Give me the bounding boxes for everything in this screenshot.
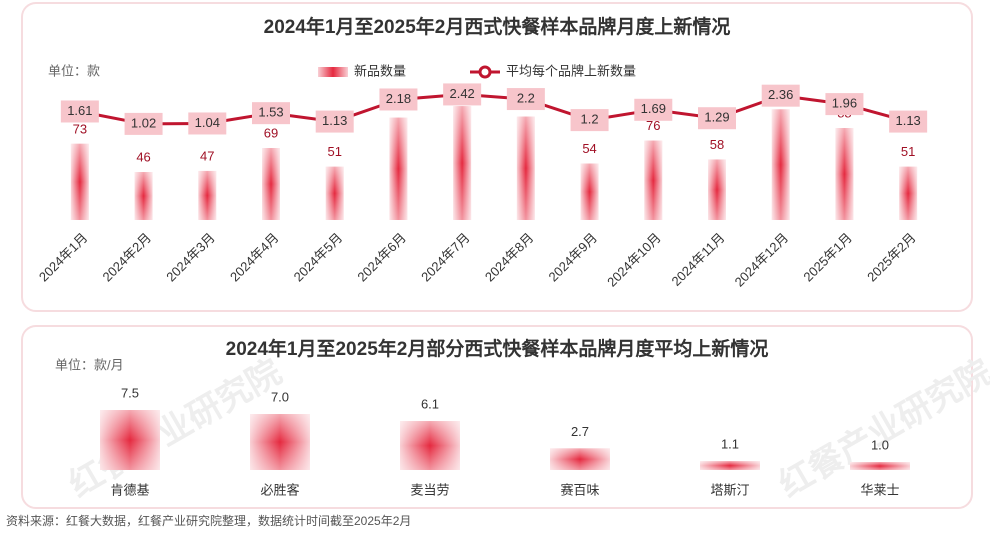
bar-shade bbox=[850, 462, 910, 470]
value-label: 1.53 bbox=[258, 105, 283, 120]
value-label: 2.42 bbox=[449, 86, 474, 101]
bar-shade bbox=[389, 117, 408, 220]
bar-shade bbox=[835, 128, 854, 220]
value-label: 51 bbox=[327, 144, 341, 159]
value-label-box bbox=[124, 112, 163, 135]
unit-label: 单位：款 bbox=[48, 63, 100, 78]
source-note: 资料来源：红餐大数据，红餐产业研究院整理，数据统计时间截至2025年2月 bbox=[6, 513, 411, 528]
value-label: 54 bbox=[582, 141, 596, 156]
value-label: 1.2 bbox=[581, 112, 599, 127]
x-tick-label: 麦当劳 bbox=[410, 482, 449, 497]
bar-shade bbox=[550, 448, 610, 470]
bar-shade bbox=[70, 143, 89, 220]
x-tick-label: 肯德基 bbox=[110, 482, 149, 497]
value-label: 51 bbox=[901, 144, 915, 159]
chart-title: 2024年1月至2025年2月部分西式快餐样本品牌月度平均上新情况 bbox=[226, 337, 769, 360]
x-tick-label: 赛百味 bbox=[560, 482, 599, 497]
value-label: 2.7 bbox=[571, 424, 589, 439]
value-label-box bbox=[506, 88, 545, 111]
value-label: 1.13 bbox=[322, 113, 347, 128]
value-label: 2.18 bbox=[386, 91, 411, 106]
value-label: 69 bbox=[264, 125, 278, 140]
value-label: 1.96 bbox=[832, 96, 857, 111]
value-label: 1.1 bbox=[721, 437, 739, 452]
legend-label: 新品数量 bbox=[354, 63, 406, 78]
value-label-box bbox=[188, 112, 227, 135]
bar-shade bbox=[580, 163, 599, 220]
bar-shade bbox=[134, 172, 153, 220]
x-tick-label: 必胜客 bbox=[260, 482, 299, 497]
bar-shade bbox=[644, 140, 663, 220]
value-label: 1.0 bbox=[871, 437, 889, 452]
value-label-box bbox=[761, 84, 800, 107]
value-label: 1.13 bbox=[895, 113, 920, 128]
value-label: 47 bbox=[200, 148, 214, 163]
value-label: 46 bbox=[136, 149, 150, 164]
value-label: 1.29 bbox=[704, 110, 729, 125]
value-label: 2.2 bbox=[517, 90, 535, 105]
bar-shade bbox=[453, 106, 472, 220]
value-label: 58 bbox=[710, 137, 724, 152]
legend-swatch bbox=[318, 67, 348, 77]
bar-shade bbox=[516, 116, 535, 220]
value-label-box bbox=[889, 110, 928, 133]
value-label: 1.04 bbox=[195, 115, 220, 130]
value-label: 7.0 bbox=[271, 389, 289, 404]
bar-shade bbox=[262, 148, 280, 220]
value-label: 7.5 bbox=[121, 385, 139, 400]
value-label-box bbox=[443, 83, 482, 106]
bar-shade bbox=[250, 414, 310, 470]
legend-swatch bbox=[478, 65, 492, 79]
x-tick-label: 塔斯汀 bbox=[710, 482, 749, 497]
unit-label: 单位：款/月 bbox=[55, 357, 124, 372]
bar-shade bbox=[100, 410, 160, 470]
value-label-box bbox=[698, 107, 736, 130]
value-label-box bbox=[570, 109, 609, 132]
chart-title: 2024年1月至2025年2月西式快餐样本品牌月度上新情况 bbox=[264, 15, 731, 38]
bar-shade bbox=[325, 166, 344, 220]
legend-label: 平均每个品牌上新数量 bbox=[506, 63, 636, 78]
value-label: 76 bbox=[646, 118, 660, 133]
value-label-box bbox=[315, 110, 354, 133]
value-label: 1.02 bbox=[131, 115, 156, 130]
value-label: 6.1 bbox=[421, 397, 439, 412]
bar-shade bbox=[700, 461, 760, 470]
value-label-box bbox=[60, 100, 99, 123]
value-label-box bbox=[379, 88, 418, 111]
bar-shade bbox=[708, 159, 726, 220]
value-label-box bbox=[634, 98, 673, 121]
card bbox=[21, 2, 973, 312]
value-label-box bbox=[825, 93, 864, 116]
value-label: 73 bbox=[73, 121, 87, 136]
bar-shade bbox=[400, 421, 460, 470]
value-label: 1.69 bbox=[641, 101, 666, 116]
x-tick-label: 华莱士 bbox=[860, 482, 899, 497]
value-label: 2.36 bbox=[768, 87, 793, 102]
bar-shade bbox=[771, 109, 790, 220]
value-label: 1.61 bbox=[67, 103, 92, 118]
value-label-box bbox=[252, 102, 290, 125]
bar-shade bbox=[198, 170, 217, 220]
bar-shade bbox=[899, 166, 918, 220]
